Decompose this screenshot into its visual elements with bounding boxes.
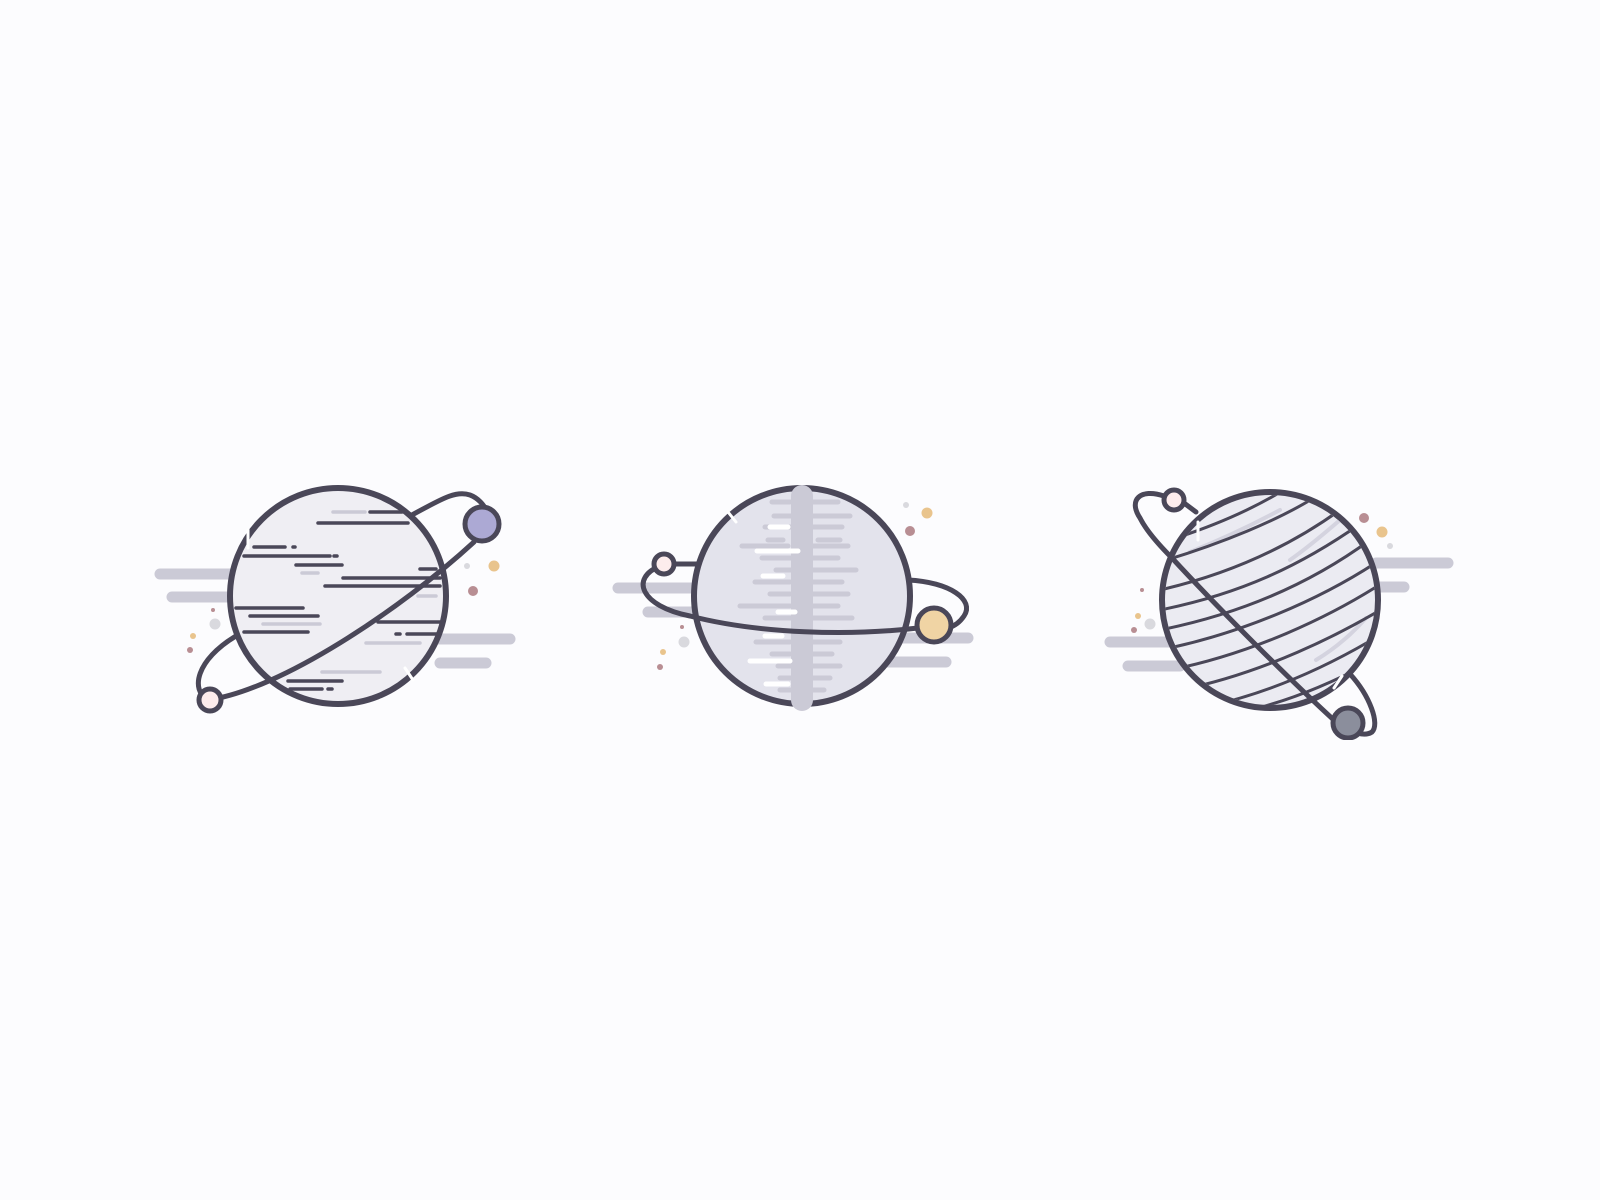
surface-band (737, 485, 859, 711)
orbit-front (640, 563, 921, 635)
planet-1-streaks-icon (154, 485, 516, 714)
space-dust-dots (187, 560, 500, 653)
moon-grey-icon (1330, 705, 1366, 740)
space-dust-dots (1131, 513, 1393, 633)
orbit-back (905, 577, 969, 631)
sparkle-highlights (246, 528, 415, 682)
moon-gold-icon (914, 605, 954, 645)
moon-purple-icon (462, 504, 502, 544)
planet-3-stripes-icon (1104, 487, 1454, 740)
moon-pink-icon (196, 686, 224, 714)
planet-body (1159, 489, 1381, 711)
orbit-front (205, 539, 477, 703)
surface-streaks (234, 510, 442, 691)
orbit-back (1132, 491, 1175, 561)
sparkle-highlights (1196, 520, 1344, 690)
orbit-front (1169, 555, 1339, 725)
space-dust-dots (657, 502, 933, 670)
moon-pink-icon (651, 551, 677, 577)
planet-body (227, 485, 449, 707)
moon-pink-icon (1161, 487, 1187, 513)
planet-2-band-icon (612, 485, 974, 711)
